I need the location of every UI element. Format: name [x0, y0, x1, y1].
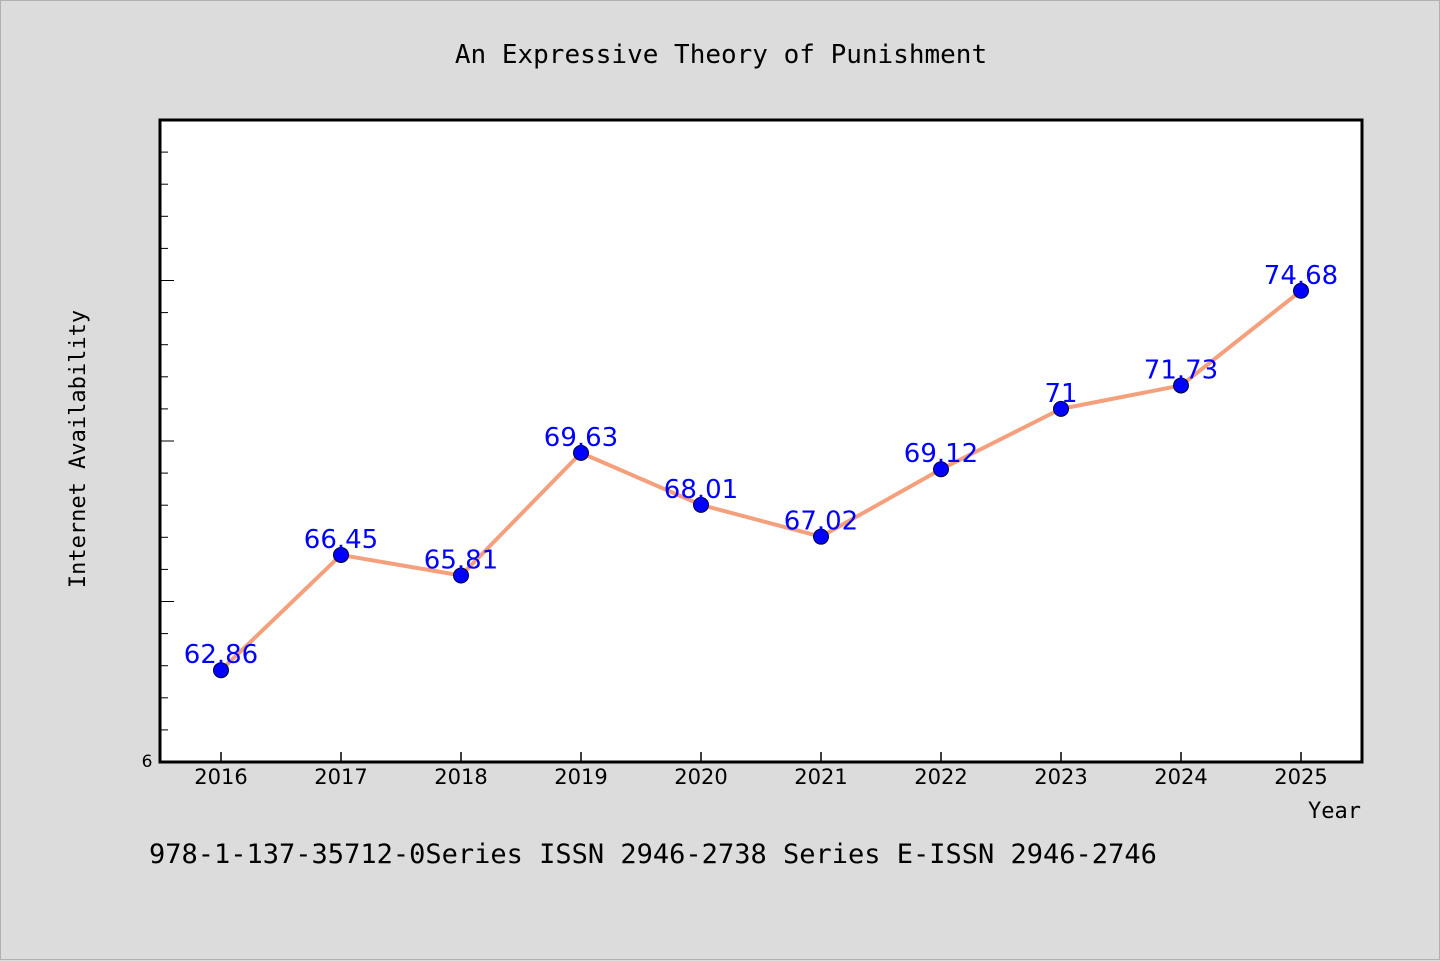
data-label: 71	[1044, 379, 1077, 409]
plot-area	[158, 118, 1364, 764]
data-label: 67.02	[784, 507, 858, 537]
data-labels: 62.86 66.45 65.81 69.63 68.01 67.02 69.12 71 71.…	[184, 261, 1338, 670]
x-tick-label: 2022	[914, 765, 967, 789]
data-points	[213, 282, 1309, 679]
data-point	[933, 461, 949, 478]
x-axis-title: Year	[1308, 799, 1361, 824]
footer-isbn-text: 978-1-137-35712-0Series ISSN 2946-2738 S…	[149, 839, 1157, 870]
y-axis-ticks	[160, 151, 174, 731]
data-point	[213, 662, 229, 679]
data-label: 69.63	[544, 423, 618, 453]
x-tick-label: 2016	[194, 765, 247, 789]
data-point	[573, 444, 589, 461]
data-label: 65.81	[424, 545, 498, 575]
data-label: 62.86	[184, 640, 258, 670]
data-label: 69.12	[904, 439, 978, 469]
x-tick-label: 2020	[674, 765, 727, 789]
data-point	[333, 546, 349, 563]
chart-title: An Expressive Theory of Punishment	[455, 40, 987, 70]
data-point	[813, 528, 829, 545]
data-point	[1173, 377, 1189, 394]
x-tick-label: 2021	[794, 765, 847, 789]
data-point	[1053, 400, 1069, 417]
data-point	[693, 496, 709, 513]
x-tick-label: 2025	[1274, 765, 1327, 789]
data-label: 71.73	[1144, 355, 1218, 385]
data-label: 68.01	[664, 475, 738, 505]
x-tick-label: 2017	[314, 765, 367, 789]
series-line	[219, 289, 1303, 672]
data-point	[1293, 282, 1309, 299]
data-label: 74.68	[1264, 261, 1338, 291]
x-tick-label: 2023	[1034, 765, 1087, 789]
x-tick-label: 2019	[554, 765, 607, 789]
data-label: 66.45	[304, 525, 378, 555]
x-tick-label: 2018	[434, 765, 487, 789]
x-axis-ticks: 2016 2017 2018 2019 2020 2021 2022 2023 2024 2025	[194, 752, 1328, 789]
y-tick-label: 6	[142, 752, 153, 772]
x-tick-label: 2024	[1154, 765, 1207, 789]
y-axis-title: Internet Availability	[66, 310, 91, 588]
data-point	[453, 567, 469, 584]
